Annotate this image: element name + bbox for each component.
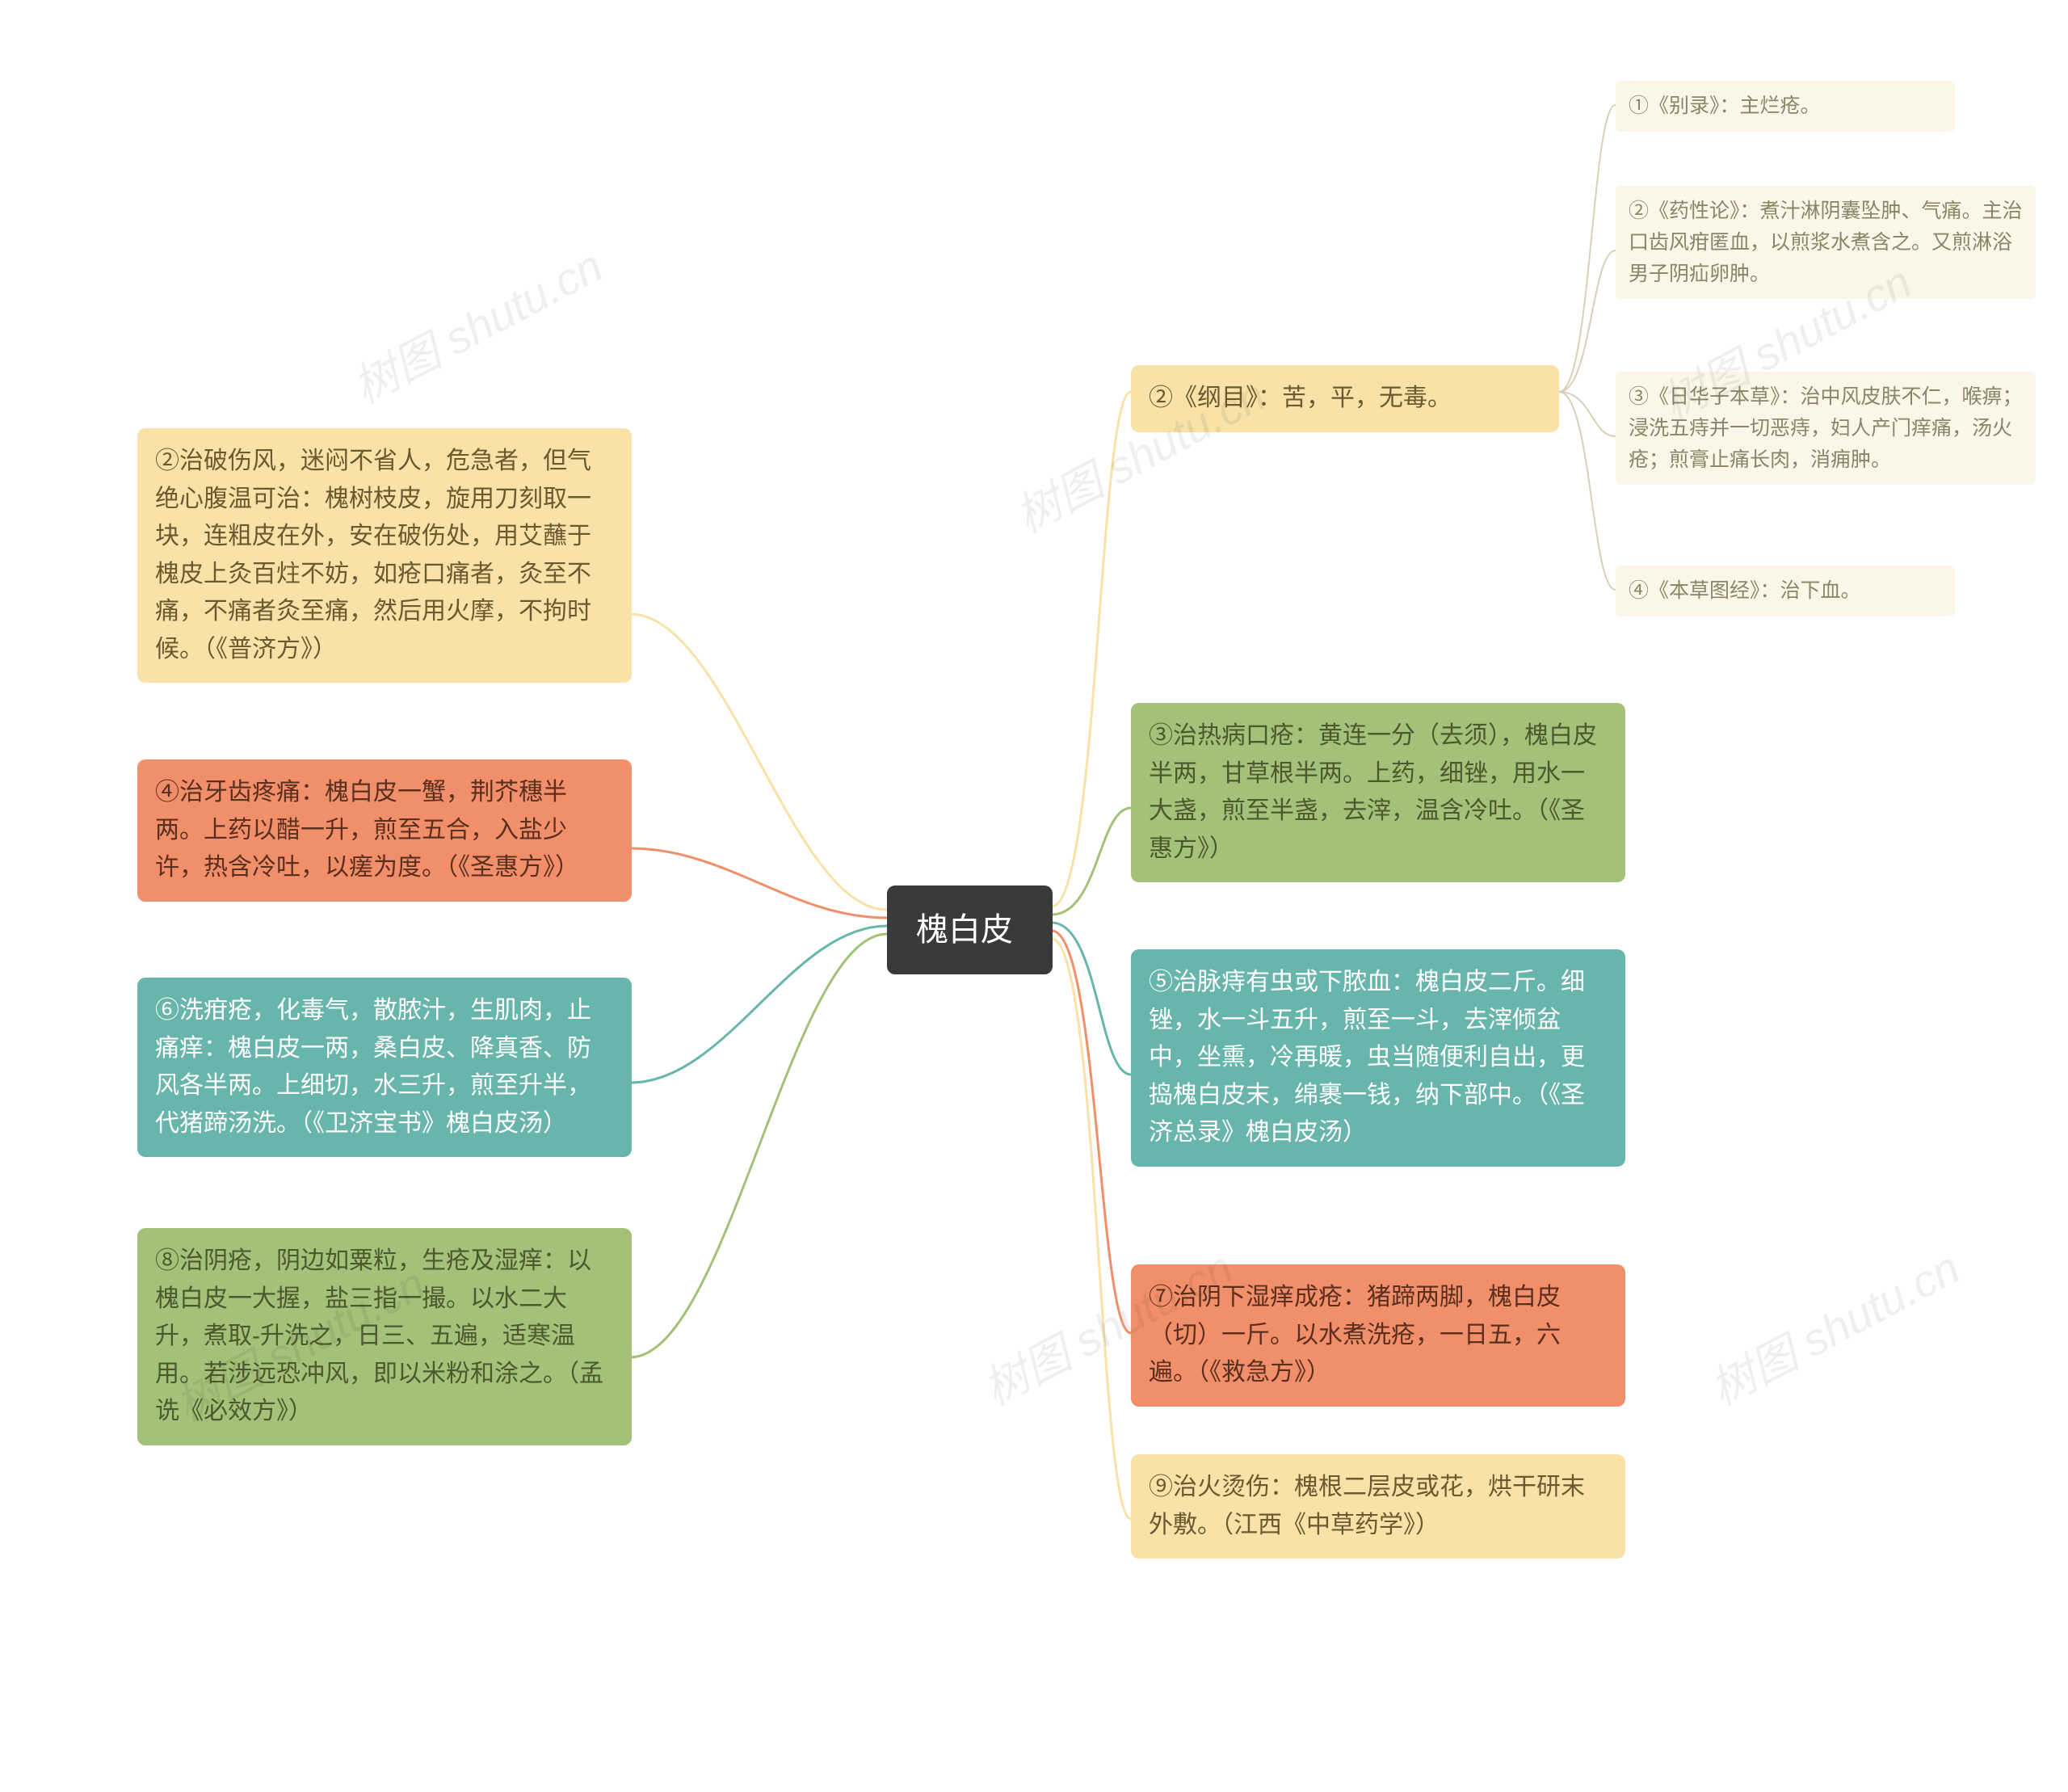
node-r2b[interactable]: ②《药性论》：煮汁淋阴囊坠肿、气痛。主治口齿风疳匿血，以煎浆水煮含之。又煎淋浴男… [1616, 186, 2036, 299]
node-l6[interactable]: ⑥洗疳疮，化毒气，散脓汁，生肌肉，止痛痒：槐白皮一两，桑白皮、降真香、防风各半两… [137, 978, 632, 1157]
node-r2d[interactable]: ④《本草图经》：治下血。 [1616, 566, 1955, 616]
node-r2c[interactable]: ③《日华子本草》：治中风皮肤不仁，喉痹；浸洗五痔并一切恶痔，妇人产门痒痛，汤火疮… [1616, 372, 2036, 485]
watermark: 树图 shutu.cn [1697, 1232, 1970, 1419]
node-r9[interactable]: ⑨治火烫伤：槐根二层皮或花，烘干研末外敷。（江西《中草药学》） [1131, 1454, 1625, 1559]
node-l4[interactable]: ④治牙齿疼痛：槐白皮一蟹，荆芥穗半两。上药以醋一升，煎至五合，入盐少许，热含冷吐… [137, 759, 632, 902]
node-r7[interactable]: ⑦治阴下湿痒成疮：猪蹄两脚，槐白皮（切）一斤。以水煮洗疮，一日五，六遍。（《救急… [1131, 1264, 1625, 1407]
watermark: 树图 shutu.cn [340, 230, 613, 417]
mindmap-canvas: 槐白皮 ②治破伤风，迷闷不省人，危急者，但气绝心腹温可治：槐树枝皮，旋用刀刻取一… [0, 0, 2068, 1792]
node-r2a[interactable]: ①《别录》：主烂疮。 [1616, 81, 1955, 132]
node-r3[interactable]: ③治热病口疮：黄连一分（去须），槐白皮半两，甘草根半两。上药，细锉，用水一大盏，… [1131, 703, 1625, 882]
node-r2[interactable]: ②《纲目》：苦，平，无毒。 [1131, 365, 1559, 432]
node-r5[interactable]: ⑤治脉痔有虫或下脓血：槐白皮二斤。细锉，水一斗五升，煎至一斗，去滓倾盆中，坐熏，… [1131, 949, 1625, 1167]
root-node[interactable]: 槐白皮 [887, 885, 1053, 974]
node-l8[interactable]: ⑧治阴疮，阴边如粟粒，生疮及湿痒：以槐白皮一大握，盐三指一撮。以水二大升，煮取-… [137, 1228, 632, 1445]
node-l2[interactable]: ②治破伤风，迷闷不省人，危急者，但气绝心腹温可治：槐树枝皮，旋用刀刻取一块，连粗… [137, 428, 632, 683]
